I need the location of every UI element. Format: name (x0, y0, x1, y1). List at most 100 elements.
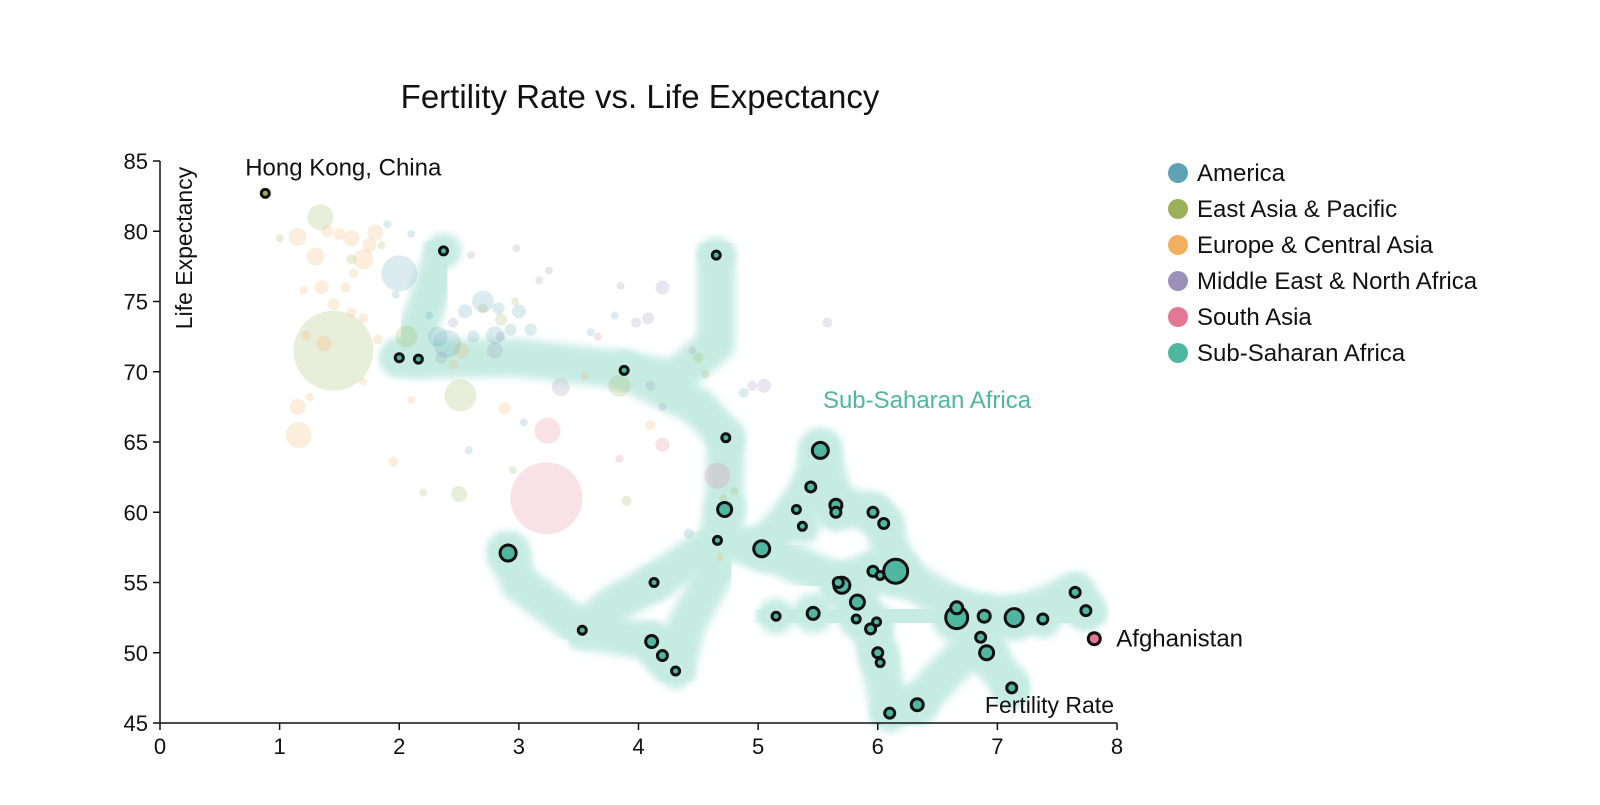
point-south-asia (593, 332, 602, 341)
point-europe-and-central-asia (645, 420, 656, 431)
point-sub-saharan-africa (978, 644, 996, 662)
y-tick-label: 70 (124, 360, 148, 385)
point-sub-saharan-africa (720, 432, 732, 444)
point-afghanistan (1086, 631, 1102, 647)
point-america (511, 304, 526, 319)
point-middle-east-and-north-africa (486, 342, 503, 359)
legend-label-east-asia-and-pacific: East Asia & Pacific (1197, 196, 1397, 223)
point-america (738, 387, 749, 398)
point-europe-and-central-asia (367, 224, 384, 241)
point-america (407, 230, 416, 239)
point-sub-saharan-africa (412, 353, 424, 365)
point-east-asia-and-pacific (346, 254, 357, 265)
point-europe-and-central-asia (353, 249, 374, 270)
point-middle-east-and-north-africa (551, 378, 570, 397)
point-america (427, 326, 448, 347)
point-east-asia-and-pacific (377, 241, 386, 250)
point-sub-saharan-africa (1005, 681, 1019, 695)
point-east-asia-and-pacific (511, 297, 520, 306)
point-europe-and-central-asia (346, 307, 357, 318)
point-east-asia-and-pacific (701, 370, 710, 379)
point-sub-saharan-africa (850, 613, 862, 625)
point-south-asia (615, 454, 624, 463)
point-europe-and-central-asia (448, 359, 459, 370)
point-europe-and-central-asia (358, 313, 369, 324)
point-east-asia-and-pacific (395, 325, 418, 348)
point-sub-saharan-africa (909, 697, 925, 713)
x-tick-label: 5 (752, 734, 764, 759)
point-sub-saharan-africa (805, 605, 821, 621)
point-europe-and-central-asia (453, 342, 470, 359)
x-tick-label: 2 (393, 734, 405, 759)
point-europe-and-central-asia (407, 395, 416, 404)
point-middle-east-and-north-africa (467, 251, 476, 260)
point-europe-and-central-asia (285, 421, 312, 448)
point-middle-east-and-north-africa (658, 402, 667, 411)
point-europe-and-central-asia (300, 330, 311, 341)
annotation-afghanistan: Afghanistan (1116, 626, 1243, 653)
legend-swatch-america (1168, 163, 1188, 183)
point-sub-saharan-africa (866, 505, 880, 519)
point-america (391, 290, 400, 299)
point-europe-and-central-asia (321, 225, 334, 238)
y-tick-label: 60 (124, 500, 148, 525)
point-east-asia-and-pacific (693, 352, 704, 363)
point-sub-saharan-africa (710, 249, 722, 261)
point-america (433, 329, 462, 358)
point-sub-saharan-africa (1003, 607, 1025, 629)
legend-label-south-asia: South Asia (1197, 304, 1312, 331)
point-middle-east-and-north-africa (535, 276, 544, 285)
legend-swatch-middle-east-and-north-africa (1168, 271, 1188, 291)
point-sub-saharan-africa (871, 646, 885, 660)
point-sub-saharan-africa (498, 543, 518, 563)
point-middle-east-and-north-africa (631, 317, 642, 328)
x-tick-label: 8 (1111, 734, 1123, 759)
point-sub-saharan-africa (883, 706, 897, 720)
point-sub-saharan-africa (829, 505, 843, 519)
x-tick-label: 0 (154, 734, 166, 759)
point-sub-saharan-africa (976, 608, 992, 624)
y-tick-label: 85 (124, 149, 148, 174)
point-sub-saharan-africa (1036, 612, 1050, 626)
point-south-asia (534, 417, 561, 444)
point-middle-east-and-north-africa (642, 312, 655, 325)
point-sub-saharan-africa (752, 539, 772, 559)
point-middle-east-and-north-africa (616, 282, 625, 291)
point-east-asia-and-pacific (419, 488, 428, 497)
point-america (504, 323, 517, 336)
point-sub-saharan-africa (716, 500, 734, 518)
point-europe-and-central-asia (715, 553, 724, 562)
point-europe-and-central-asia (388, 456, 399, 467)
point-middle-east-and-north-africa (448, 317, 459, 328)
point-sub-saharan-africa (848, 593, 866, 611)
point-middle-east-and-north-africa (747, 380, 758, 391)
point-east-asia-and-pacific (719, 494, 728, 503)
point-sub-saharan-africa (438, 245, 450, 257)
point-europe-and-central-asia (362, 238, 377, 253)
y-tick-label: 55 (124, 571, 148, 596)
point-america (485, 326, 504, 345)
point-america (425, 311, 434, 320)
point-south-asia (510, 462, 583, 535)
point-east-asia-and-pacific (477, 303, 488, 314)
point-sub-saharan-africa (874, 657, 886, 669)
point-europe-and-central-asia (288, 227, 307, 246)
chart-title: Fertility Rate vs. Life Expectancy (401, 78, 880, 115)
point-europe-and-central-asia (580, 371, 589, 380)
point-europe-and-central-asia (315, 335, 332, 352)
point-sub-saharan-africa (796, 520, 808, 532)
point-sub-saharan-africa (644, 634, 660, 650)
point-america (519, 418, 528, 427)
y-tick-label: 50 (124, 641, 148, 666)
point-america (381, 255, 418, 292)
point-east-asia-and-pacific (508, 466, 517, 475)
x-tick-label: 3 (513, 734, 525, 759)
point-sub-saharan-africa (393, 352, 405, 364)
legend-label-sub-saharan-africa: Sub-Saharan Africa (1197, 340, 1406, 367)
point-sub-saharan-africa (670, 665, 682, 677)
x-tick-label: 7 (991, 734, 1003, 759)
point-america (610, 311, 619, 320)
x-tick-label: 4 (632, 734, 644, 759)
